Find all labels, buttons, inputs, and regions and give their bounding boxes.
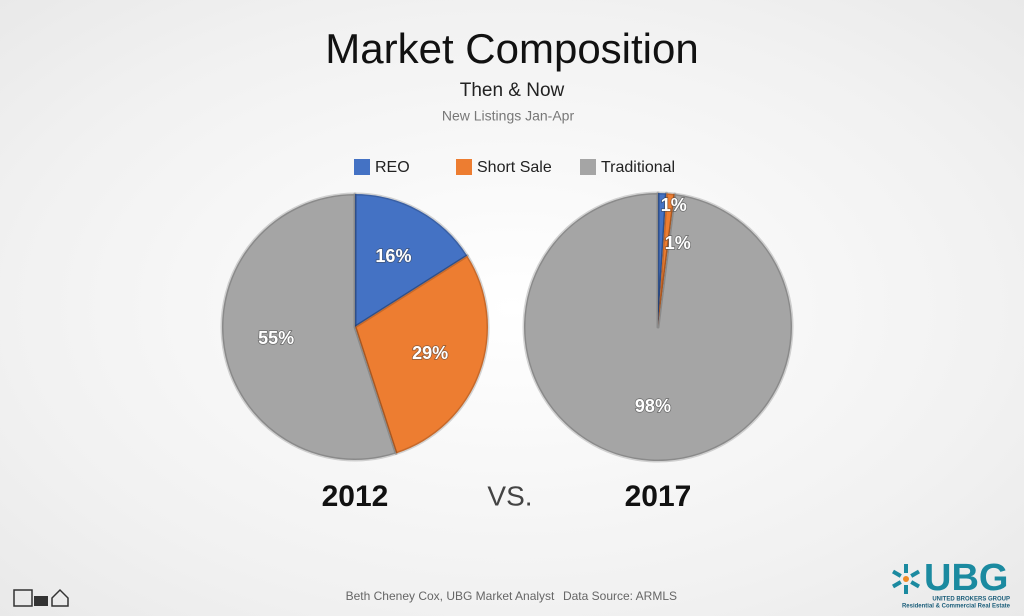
data-label: 1% <box>665 233 691 253</box>
pie-title: 2012 <box>322 480 389 513</box>
legend-label: Traditional <box>601 159 675 176</box>
footer-author: Beth Cheney Cox, UBG Market Analyst <box>346 589 555 603</box>
pie-slice <box>656 191 668 329</box>
data-label: 1% <box>661 195 687 215</box>
logo-company: UNITED BROKERS GROUP <box>932 597 1010 603</box>
pie-slice <box>220 192 398 462</box>
chart-title: Market Composition <box>325 25 698 72</box>
logo-icon <box>892 564 920 594</box>
pie-title: 2017 <box>625 480 692 513</box>
pie-slice <box>522 191 794 463</box>
legend-swatch <box>354 159 370 175</box>
pie-slice <box>353 254 490 455</box>
data-label: 55% <box>258 328 294 348</box>
legend-label: Short Sale <box>477 159 552 176</box>
subtitle: Then & Now <box>460 80 565 101</box>
logo-name: UBG <box>924 557 1008 599</box>
footer-source: Data Source: ARMLS <box>563 589 677 603</box>
pie-slice <box>656 191 677 329</box>
vs-label: VS. <box>487 480 532 511</box>
legend-swatch <box>456 159 472 175</box>
data-label: 98% <box>635 396 671 416</box>
logo-tagline: Residential & Commercial Real Estate <box>902 604 1011 610</box>
caption: New Listings Jan-Apr <box>442 108 575 124</box>
data-label: 29% <box>412 343 448 363</box>
footer-icons <box>13 588 69 607</box>
pie-slice <box>353 192 469 329</box>
data-label: 16% <box>375 246 411 266</box>
legend-label: REO <box>375 159 410 176</box>
legend-swatch <box>580 159 596 175</box>
